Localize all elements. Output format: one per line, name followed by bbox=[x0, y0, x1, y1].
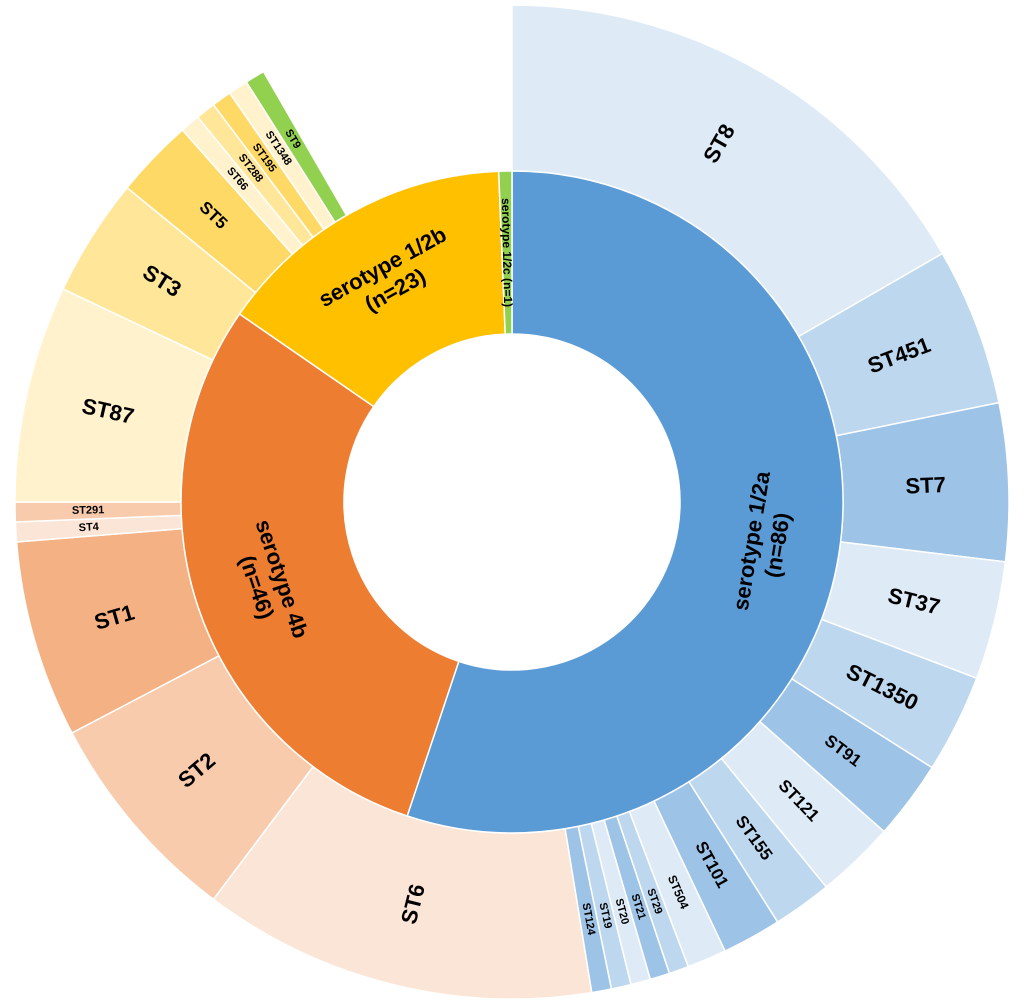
outer-label-st291: ST291 bbox=[72, 504, 105, 517]
inner-segment-serotype-1-2c-n-1 bbox=[497, 170, 513, 335]
inner-segment-serotype-4b bbox=[180, 312, 460, 817]
outer-label-st19: ST19 bbox=[596, 901, 613, 929]
outer-label-st4: ST4 bbox=[78, 521, 100, 534]
inner-segment-serotype-1-2a bbox=[406, 170, 844, 834]
outer-ring bbox=[14, 4, 1010, 1000]
inner-label-serotype-1-2c-n-1: serotype 1/2c (n=1) bbox=[499, 198, 515, 307]
inner-segment-serotype-1-2b bbox=[238, 170, 507, 408]
outer-label-st7: ST7 bbox=[905, 472, 946, 499]
outer-label-st124: ST124 bbox=[580, 902, 598, 937]
inner-ring bbox=[180, 170, 844, 834]
